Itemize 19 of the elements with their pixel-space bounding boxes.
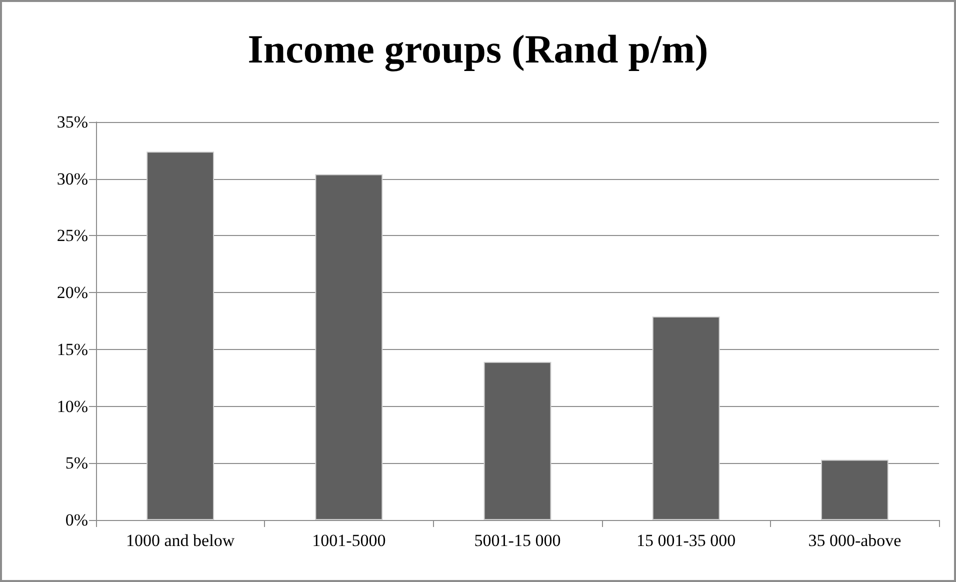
x-tick-label: 35 000-above [808, 531, 902, 550]
y-tick-label: 0% [65, 510, 88, 530]
y-tick-label: 15% [56, 340, 88, 359]
bar [146, 152, 214, 520]
y-tick-label: 10% [56, 396, 88, 416]
y-tick-label: 35% [56, 112, 88, 132]
bar [315, 174, 383, 520]
bar [820, 460, 888, 520]
x-tick-label: 15 001-35 000 [636, 531, 736, 550]
chart-title: Income groups (Rand p/m) [248, 26, 708, 72]
x-tick-label: 5001-15 000 [474, 531, 561, 550]
y-tick-label: 20% [56, 283, 88, 302]
y-tick-label: 5% [65, 454, 88, 473]
bar [652, 316, 720, 520]
bar [484, 362, 552, 520]
y-tick-label: 25% [56, 226, 88, 246]
x-tick-label: 1001-5000 [312, 531, 386, 550]
x-tick-label: 1000 and below [126, 531, 236, 550]
y-tick-label: 30% [56, 169, 88, 188]
